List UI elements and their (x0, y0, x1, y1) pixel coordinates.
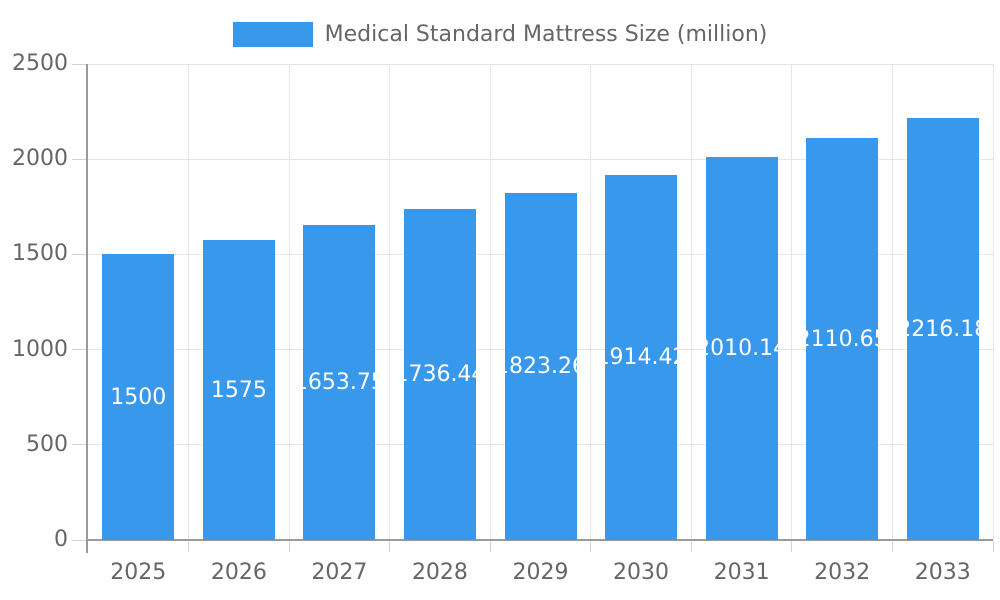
x-axis-label-2031: 2031 (713, 560, 770, 585)
y-tick-mark (72, 63, 88, 65)
x-axis-label-2025: 2025 (110, 560, 167, 585)
x-tick-mark (489, 541, 491, 552)
x-tick-mark (288, 541, 290, 552)
y-axis-tick-label: 500 (26, 431, 68, 457)
x-axis-label-2027: 2027 (311, 560, 368, 585)
y-axis-tick-label: 2500 (12, 51, 68, 76)
x-axis-label-2026: 2026 (210, 560, 267, 585)
x-axis-label-2030: 2030 (613, 560, 670, 585)
bar-2032[interactable]: 2110.65 (806, 138, 879, 540)
bar-2030[interactable]: 1914.42 (605, 175, 678, 540)
bar-value-label: 1736.44 (404, 362, 476, 388)
gridline-v (288, 64, 290, 540)
x-axis-label-2029: 2029 (512, 560, 569, 585)
legend-swatch (232, 22, 313, 47)
x-tick-mark (992, 541, 994, 552)
x-tick-mark (188, 541, 190, 552)
gridline-v (188, 64, 190, 540)
bar-value-label: 1500 (110, 384, 167, 410)
bar-2027[interactable]: 1653.75 (303, 225, 376, 540)
bar-value-label: 1653.75 (303, 370, 375, 396)
gridline-v (389, 64, 391, 540)
y-tick-mark (72, 349, 88, 351)
x-axis-line (86, 539, 993, 541)
bar-value-label: 2010.14 (706, 336, 778, 362)
x-tick-mark (590, 541, 592, 552)
x-axis-label-2028: 2028 (411, 560, 468, 585)
x-tick-mark (389, 541, 391, 552)
y-axis-line (86, 64, 88, 553)
gridline-v (891, 64, 893, 540)
bar-value-label: 1575 (210, 377, 267, 403)
y-tick-mark (72, 158, 88, 160)
x-tick-mark (891, 541, 893, 552)
x-axis-label-2032: 2032 (814, 560, 871, 585)
y-tick-mark (72, 253, 88, 255)
gridline-v (590, 64, 592, 540)
gridline-h (88, 158, 993, 160)
bar-value-label: 1914.42 (605, 345, 677, 371)
y-axis-tick-label: 0 (54, 527, 68, 552)
gridline-v (489, 64, 491, 540)
bar-2025[interactable]: 1500 (102, 254, 175, 540)
x-axis-label-2033: 2033 (914, 560, 971, 585)
gridline-v (690, 64, 692, 540)
y-tick-mark (72, 539, 88, 541)
y-axis-tick-label: 2000 (12, 146, 68, 172)
y-tick-mark (72, 444, 88, 446)
gridline-v (791, 64, 793, 540)
bar-2031[interactable]: 2010.14 (705, 157, 778, 540)
bar-2028[interactable]: 1736.44 (403, 209, 476, 540)
bar-2029[interactable]: 1823.26 (504, 192, 577, 540)
x-tick-mark (690, 541, 692, 552)
y-axis-tick-label: 1000 (12, 336, 68, 362)
x-tick-mark (791, 541, 793, 552)
y-axis-tick-label: 1500 (12, 241, 68, 267)
legend[interactable]: Medical Standard Mattress Size (million) (0, 22, 1000, 47)
gridline-h (88, 63, 993, 65)
bar-value-label: 1823.26 (505, 353, 577, 379)
bar-value-label: 2110.65 (806, 326, 878, 352)
legend-label: Medical Standard Mattress Size (million) (324, 22, 768, 47)
bar-2026[interactable]: 1575 (202, 240, 275, 540)
gridline-v (992, 64, 994, 540)
